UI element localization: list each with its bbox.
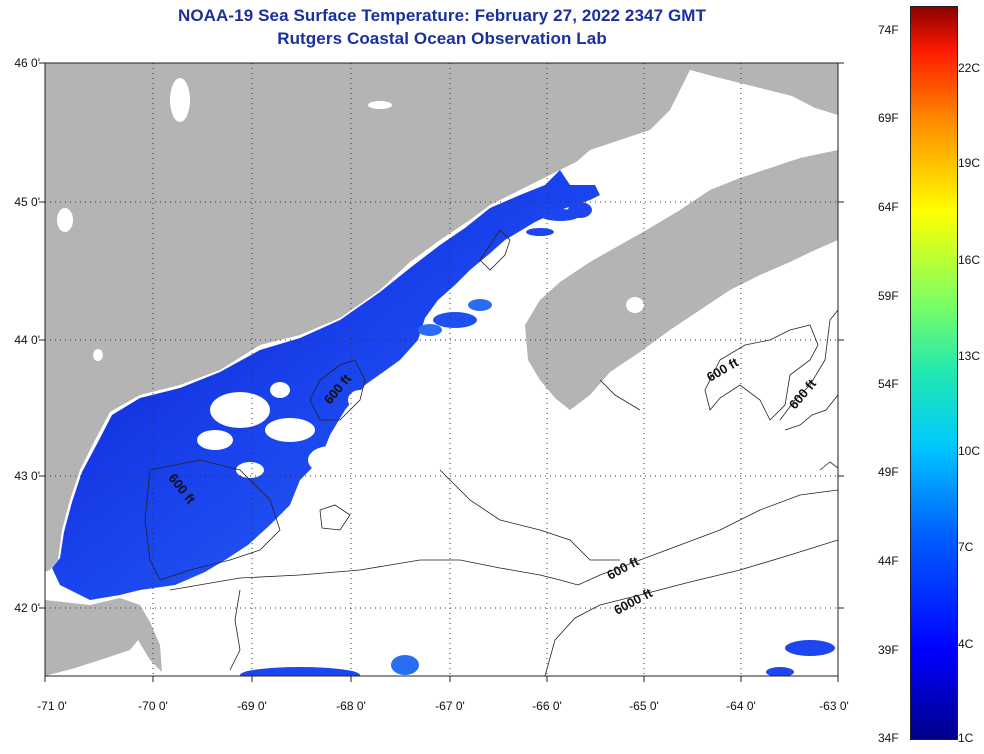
lat-label: 43 0': [14, 469, 40, 483]
map-subtitle: Rutgers Coastal Ocean Observation Lab: [277, 29, 607, 48]
lon-label: -67 0': [435, 699, 465, 713]
bathymetry-contours: [144, 229, 838, 676]
colorbar-c-label: 10C: [958, 444, 981, 458]
land-new-england: [45, 63, 838, 572]
lon-label: -68 0': [336, 699, 366, 713]
colorbar-f-label: 59F: [878, 289, 899, 303]
lat-label: 44 0': [14, 333, 40, 347]
colorbar-f-label: 34F: [878, 731, 899, 745]
colorbar-c-label: 22C: [958, 61, 981, 75]
land-cape-breton: [760, 63, 838, 115]
land-cape-cod: [45, 598, 162, 676]
colorbar-f-label: 49F: [878, 465, 899, 479]
land-nova-scotia: [525, 150, 838, 410]
map-title: NOAA-19 Sea Surface Temperature: Februar…: [177, 6, 707, 25]
colorbar-c-label: 19C: [958, 156, 981, 170]
colorbar-c-label: 7C: [958, 540, 974, 554]
axis-ticks: [39, 62, 844, 682]
lon-label: -71 0': [37, 699, 67, 713]
lat-label: 46 0': [14, 56, 40, 70]
lon-label: -64 0': [726, 699, 756, 713]
colorbar-f-label: 54F: [878, 377, 899, 391]
temperature-colorbar: [910, 6, 958, 740]
sst-water-region: [52, 170, 600, 600]
graticule: [45, 63, 838, 676]
lon-label: -65 0': [629, 699, 659, 713]
colorbar-f-label: 39F: [878, 643, 899, 657]
colorbar-c-label: 1C: [958, 731, 974, 745]
colorbar-c-label: 13C: [958, 349, 981, 363]
lon-label: -66 0': [532, 699, 562, 713]
colorbar-f-label: 44F: [878, 554, 899, 568]
colorbar-f-label: 64F: [878, 200, 899, 214]
lon-label: -63 0': [819, 699, 849, 713]
colorbar-c-label: 16C: [958, 253, 981, 267]
lon-label: -70 0': [138, 699, 168, 713]
lon-label: -69 0': [237, 699, 267, 713]
colorbar-f-label: 74F: [878, 23, 899, 37]
colorbar-c-label: 4C: [958, 637, 974, 651]
colorbar-f-label: 69F: [878, 111, 899, 125]
lat-label: 45 0': [14, 195, 40, 209]
lat-label: 42 0': [14, 601, 40, 615]
